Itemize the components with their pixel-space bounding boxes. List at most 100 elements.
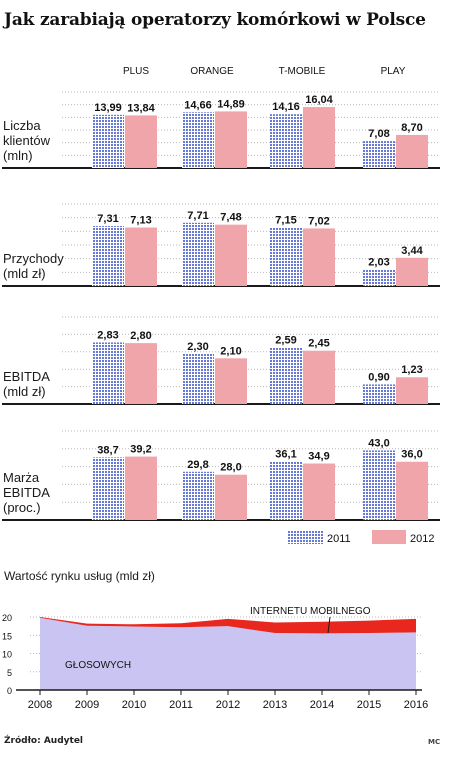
author-credit: MC: [428, 738, 441, 746]
bar-plus-2012: [125, 115, 157, 168]
bar-t-mobile-2011: [270, 227, 302, 286]
area-xtick-label: 2015: [357, 699, 381, 711]
legend-swatch-2011: [288, 530, 324, 544]
area-xtick-label: 2010: [122, 699, 146, 711]
bar-orange-2012: [215, 358, 247, 404]
bar-t-mobile-2012: [303, 228, 335, 286]
panel-label-line: (mld zł): [3, 384, 46, 399]
bar-plus-2011: [92, 342, 124, 404]
data-label-play-2011: 0,90: [368, 371, 389, 383]
bar-play-2011: [363, 384, 395, 404]
area-xtick-label: 2013: [263, 699, 287, 711]
data-label-orange-2011: 7,71: [187, 210, 208, 222]
source-note: Źródło: Audytel: [4, 736, 84, 746]
bar-orange-2012: [215, 111, 247, 168]
data-label-play-2012: 36,0: [401, 449, 422, 461]
area-mobile-series: [40, 617, 416, 634]
bar-orange-2011: [182, 353, 214, 404]
panel-label-line: Przychody: [3, 251, 64, 266]
area-label-mobile: INTERNETU MOBILNEGO: [250, 606, 371, 617]
bar-orange-2012: [215, 474, 247, 520]
data-label-plus-2012: 7,13: [130, 215, 151, 227]
data-label-plus-2012: 2,80: [130, 330, 151, 342]
data-label-play-2012: 1,23: [401, 364, 422, 376]
area-xtick-label: 2014: [310, 699, 334, 711]
data-label-plus-2011: 7,31: [97, 213, 118, 225]
bar-t-mobile-2011: [270, 114, 302, 168]
bar-plus-2012: [125, 343, 157, 404]
data-label-t-mobile-2011: 2,59: [275, 335, 296, 347]
area-voice-series: [40, 617, 416, 690]
panel-label-line: EBITDA: [3, 369, 50, 384]
data-label-t-mobile-2012: 16,04: [305, 94, 333, 106]
bar-plus-2011: [92, 226, 124, 286]
bar-plus-2012: [125, 456, 157, 520]
company-header-plus: PLUS: [123, 66, 149, 77]
data-label-orange-2011: 2,30: [187, 341, 208, 353]
data-label-plus-2012: 13,84: [127, 102, 155, 114]
area-ytick-label: 15: [2, 631, 12, 641]
area-xtick-label: 2016: [404, 699, 428, 711]
data-label-plus-2011: 13,99: [94, 102, 122, 114]
legend-swatch-2012: [372, 530, 406, 544]
legend-label-2011: 2011: [327, 533, 351, 545]
data-label-play-2012: 8,70: [401, 122, 422, 134]
data-label-orange-2011: 14,66: [184, 99, 212, 111]
data-label-orange-2011: 29,8: [187, 459, 208, 471]
bar-play-2011: [363, 269, 395, 286]
data-label-plus-2011: 2,83: [97, 329, 118, 341]
area-ytick-label: 5: [7, 668, 12, 678]
bar-orange-2012: [215, 224, 247, 286]
data-label-play-2011: 7,08: [368, 128, 389, 140]
area-ytick-label: 0: [7, 686, 12, 696]
panel-label-line: (proc.): [3, 500, 41, 515]
bar-orange-2011: [182, 471, 214, 520]
data-label-orange-2012: 14,89: [217, 98, 245, 110]
area-label-voice: GŁOSOWYCH: [65, 660, 131, 671]
panel-label-line: (mld zł): [3, 266, 46, 281]
area-ytick-label: 20: [2, 613, 12, 623]
panel-label-line: Liczba: [3, 118, 41, 133]
data-label-t-mobile-2012: 2,45: [308, 338, 329, 350]
data-label-orange-2012: 2,10: [220, 345, 241, 357]
company-header-orange: ORANGE: [190, 66, 234, 77]
data-label-play-2011: 43,0: [368, 437, 389, 449]
data-label-t-mobile-2012: 34,9: [308, 451, 329, 463]
company-header-t-mobile: T-MOBILE: [279, 66, 326, 77]
area-xtick-label: 2012: [216, 699, 240, 711]
bar-plus-2011: [92, 114, 124, 168]
chart-title: Jak zarabiają operatorzy komórkowi w Pol…: [4, 10, 426, 30]
bar-orange-2011: [182, 112, 214, 168]
bar-orange-2011: [182, 222, 214, 286]
area-xtick-label: 2009: [75, 699, 99, 711]
panel-label-line: EBITDA: [3, 485, 50, 500]
bar-play-2011: [363, 141, 395, 168]
company-header-play: PLAY: [381, 66, 406, 77]
bar-t-mobile-2011: [270, 347, 302, 404]
area-label-mobile-pointer: [327, 616, 331, 634]
bar-play-2012: [396, 257, 428, 286]
data-label-t-mobile-2011: 14,16: [272, 101, 300, 113]
data-label-play-2011: 2,03: [368, 256, 389, 268]
area-chart-title: Wartość rynku usług (mld zł): [4, 569, 155, 583]
data-label-plus-2011: 38,7: [97, 444, 118, 456]
bar-t-mobile-2012: [303, 107, 335, 168]
bar-t-mobile-2012: [303, 463, 335, 520]
bar-play-2011: [363, 450, 395, 520]
data-label-play-2012: 3,44: [401, 245, 423, 257]
bar-play-2012: [396, 377, 428, 404]
panel-label-line: klientów: [3, 133, 51, 148]
bar-plus-2012: [125, 227, 157, 286]
area-xtick-label: 2008: [28, 699, 52, 711]
data-label-orange-2012: 28,0: [220, 462, 241, 474]
legend-label-2012: 2012: [410, 533, 434, 545]
data-label-t-mobile-2012: 7,02: [308, 215, 329, 227]
panel-label-line: Marża: [3, 470, 40, 485]
data-label-plus-2012: 39,2: [130, 444, 151, 456]
area-xtick-label: 2011: [169, 699, 193, 711]
bar-play-2012: [396, 461, 428, 520]
data-label-orange-2012: 7,48: [220, 212, 241, 224]
panel-label-line: (mln): [3, 148, 33, 163]
bar-t-mobile-2012: [303, 350, 335, 404]
